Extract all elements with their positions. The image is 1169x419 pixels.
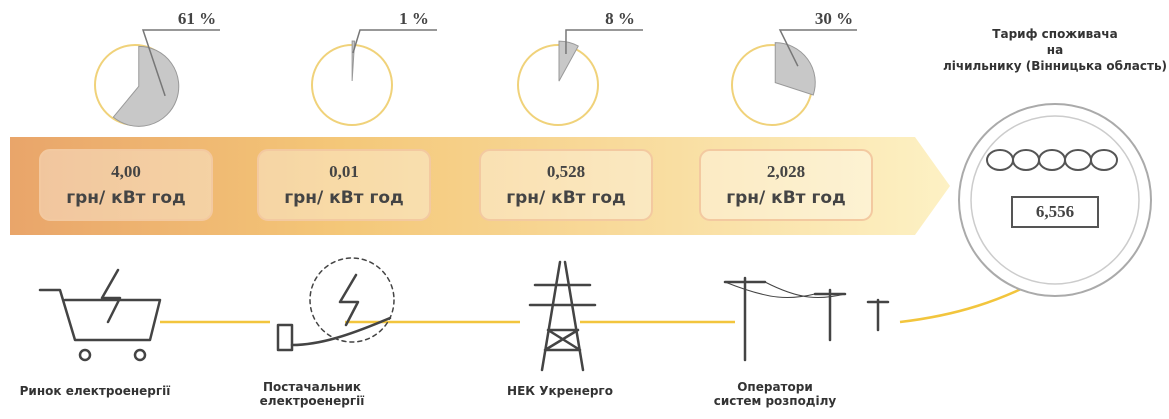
price: 4,00 [111,162,141,181]
infographic: 6,556 Тариф споживачаналічильнику (Вінни… [0,0,1169,419]
stage-label: НЕК Укренерго [507,384,613,398]
supplier-icon [278,258,394,350]
share-label: 30 % [815,9,853,28]
price-box [40,150,212,220]
poles-icon [725,278,888,360]
price: 2,028 [767,162,805,181]
share-label: 61 % [178,9,216,28]
price-box [480,150,652,220]
cart-icon [40,270,160,360]
price-unit: грн/ кВт год [284,188,403,208]
price-unit: грн/ кВт год [726,188,845,208]
price-box [258,150,430,220]
stage-label: Ринок електроенергії [20,384,171,398]
meter-value: 6,556 [1036,202,1074,221]
meter [959,104,1151,296]
price-box [700,150,872,220]
price: 0,01 [329,162,359,181]
pie-outline [518,45,598,125]
tower-icon [530,262,595,370]
price-unit: грн/ кВт год [506,188,625,208]
share-label: 1 % [399,9,429,28]
price: 0,528 [547,162,585,181]
share-label: 8 % [605,9,635,28]
connector-line [160,280,1040,322]
price-unit: грн/ кВт год [66,188,185,208]
